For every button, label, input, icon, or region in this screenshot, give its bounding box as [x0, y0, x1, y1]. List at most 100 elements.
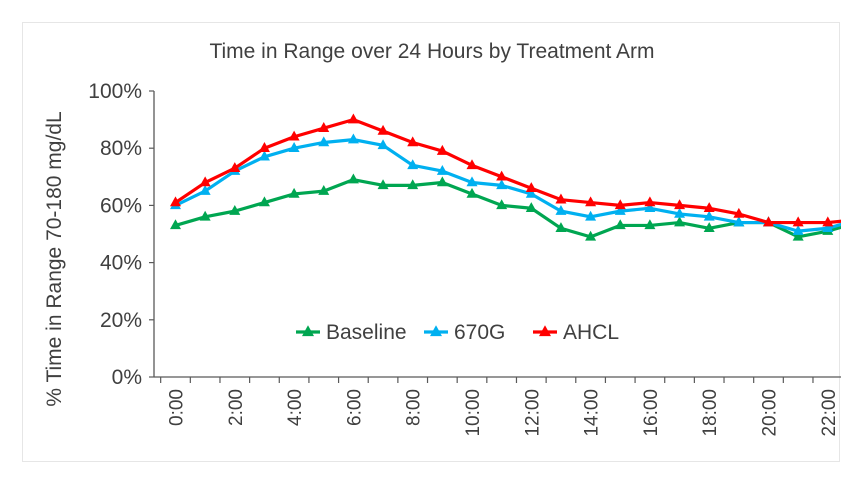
x-tick-label: 22:00 — [819, 389, 840, 437]
data-point-marker — [496, 179, 508, 190]
data-point-marker — [288, 130, 300, 141]
data-point-marker — [407, 159, 419, 170]
data-point-marker — [555, 222, 567, 233]
data-point-marker — [377, 179, 389, 190]
data-point-marker — [703, 202, 715, 213]
data-point-marker — [733, 207, 745, 218]
data-point-marker — [496, 170, 508, 181]
data-point-marker — [585, 196, 597, 207]
data-point-marker — [585, 230, 597, 241]
data-point-marker — [674, 216, 686, 227]
data-point-marker — [258, 150, 270, 161]
legend-item: AHCL — [533, 321, 619, 344]
axes: 0% 20% 40% 60% 80% 100% 0:00 2:00 4:00 6:00 8:00 10… — [88, 80, 841, 437]
data-point-marker — [288, 142, 300, 152]
y-tick-label: 0% — [112, 366, 142, 389]
series-layer — [170, 113, 841, 241]
data-point-marker — [229, 204, 241, 215]
legend-swatch-marker — [430, 325, 442, 337]
data-point-marker — [347, 133, 359, 144]
data-point-marker — [822, 216, 834, 227]
data-point-marker — [318, 122, 330, 132]
data-point-marker — [614, 204, 626, 215]
data-point-marker — [763, 216, 774, 227]
data-point-marker — [555, 204, 567, 215]
legend-item: 670G — [424, 321, 505, 344]
data-point-marker — [377, 139, 389, 150]
data-point-marker — [792, 216, 804, 227]
y-tick-label: 40% — [100, 252, 142, 275]
legend-swatch-marker — [539, 325, 551, 337]
data-point-marker — [703, 210, 715, 221]
data-point-marker — [170, 196, 181, 207]
data-point-marker — [822, 222, 834, 233]
data-point-marker — [792, 230, 804, 241]
data-point-marker — [614, 199, 626, 210]
x-tick-label: 2:00 — [226, 389, 247, 426]
data-point-marker — [703, 222, 715, 233]
x-tick-label: 18:00 — [700, 389, 721, 437]
data-point-marker — [674, 207, 686, 218]
legend-swatch-marker — [302, 325, 314, 337]
data-point-marker — [318, 184, 330, 195]
data-point-marker — [436, 164, 448, 175]
data-point-marker — [466, 176, 478, 187]
x-tick-label: 10:00 — [463, 389, 484, 437]
data-point-marker — [407, 179, 419, 190]
data-point-marker — [585, 210, 597, 221]
data-point-marker — [525, 182, 537, 193]
y-tick-label: 20% — [100, 309, 142, 332]
chart-svg: Time in Range over 24 Hours by Treatment… — [43, 40, 841, 437]
data-point-marker — [525, 202, 537, 213]
data-point-marker — [199, 210, 211, 221]
y-axis-label: % Time in Range 70-180 mg/dL — [43, 111, 66, 406]
data-point-marker — [555, 193, 567, 204]
x-tick-label: 6:00 — [344, 389, 365, 426]
legend-label: Baseline — [326, 321, 407, 344]
legend-item: Baseline — [296, 321, 407, 344]
series-ahcl — [170, 113, 841, 227]
data-point-marker — [644, 202, 656, 213]
x-tick-label: 20:00 — [760, 389, 781, 437]
data-point-marker — [229, 162, 241, 172]
data-point-marker — [525, 187, 537, 198]
data-point-marker — [436, 144, 448, 155]
y-tick-label: 100% — [88, 80, 142, 103]
data-point-marker — [466, 187, 478, 198]
data-point-marker — [407, 136, 419, 147]
y-tick-label: 80% — [100, 137, 142, 160]
x-tick-label: 12:00 — [522, 389, 543, 437]
x-tick-label: 4:00 — [285, 389, 306, 426]
data-point-marker — [644, 219, 656, 230]
x-tick-label: 8:00 — [404, 389, 425, 426]
data-point-marker — [674, 199, 686, 210]
data-point-marker — [258, 142, 270, 152]
data-point-marker — [377, 124, 389, 135]
legend: Baseline 670G AHCL — [296, 321, 619, 344]
series-670g — [170, 133, 841, 235]
data-point-marker — [199, 184, 211, 195]
series-line — [174, 138, 841, 233]
legend-label: AHCL — [563, 321, 619, 344]
data-point-marker — [496, 199, 508, 210]
legend-label: 670G — [454, 321, 505, 344]
x-tick-label: 0:00 — [167, 389, 188, 426]
data-point-marker — [258, 196, 270, 207]
data-point-marker — [733, 216, 745, 227]
x-tick-label: 16:00 — [641, 389, 662, 437]
data-point-marker — [170, 219, 181, 230]
data-point-marker — [614, 219, 626, 230]
data-point-marker — [792, 225, 804, 235]
data-point-marker — [318, 136, 330, 147]
data-point-marker — [466, 159, 478, 170]
data-point-marker — [347, 113, 359, 124]
chart-frame: Time in Range over 24 Hours by Treatment… — [22, 22, 841, 462]
data-point-marker — [436, 176, 448, 187]
data-point-marker — [288, 187, 300, 198]
series-line — [174, 117, 841, 225]
series-baseline — [170, 173, 841, 241]
y-tick-label: 60% — [100, 194, 142, 217]
data-point-marker — [199, 176, 211, 187]
chart-title: Time in Range over 24 Hours by Treatment… — [209, 40, 654, 63]
x-tick-label: 14:00 — [582, 389, 603, 437]
